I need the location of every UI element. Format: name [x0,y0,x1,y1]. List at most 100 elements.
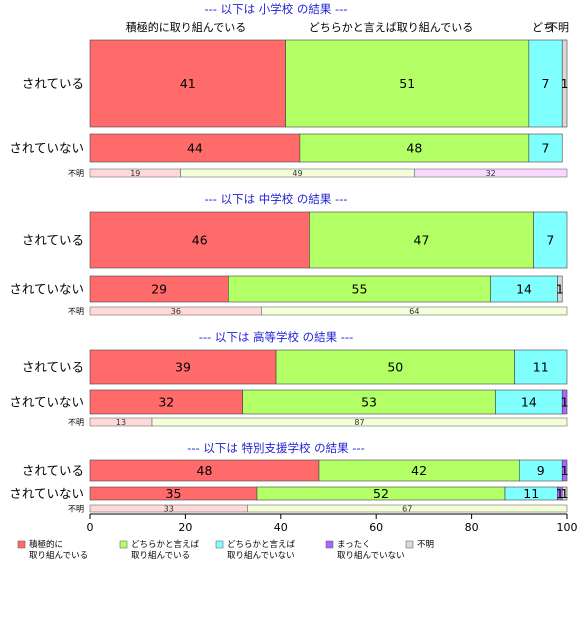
x-tick-label: 20 [178,521,192,534]
legend-swatch [17,540,26,549]
unknown-row-label: 不明 [68,418,84,427]
bar-value-label: 39 [175,360,191,375]
bar-value-label: 52 [373,486,389,501]
legend-label: 取り組んでいる [131,550,190,561]
legend-label: 積極的に [29,539,63,550]
unknown-row-label: 不明 [68,169,84,178]
legend-swatch [215,540,224,549]
bar-value-label: 53 [361,395,377,410]
bar-segment [89,389,243,415]
legend-label: 不明 [417,540,434,550]
bar-value-label: 48 [197,463,213,478]
bar-segment [299,133,530,163]
bar-value-label: 41 [180,76,196,91]
bar-value-label: 1 [561,76,569,91]
x-tick-label: 40 [274,521,288,534]
panel-title: --- 以下は 小学校 の結果 --- [204,2,347,16]
row-label: されていない [9,395,84,410]
bar-value-label: 47 [414,233,430,248]
bar-value-label: 1 [556,486,564,501]
legend-label: 取り組んでいない [227,550,295,561]
unknown-value-label: 67 [402,505,412,514]
unknown-row-label: 不明 [68,505,84,514]
x-tick-label: 0 [87,521,94,534]
row-label: されていない [9,141,84,156]
bar-value-label: 1 [556,282,564,297]
x-tick-label: 80 [465,521,479,534]
bar-segment [561,486,568,501]
x-tick-label: 60 [369,521,383,534]
row-label: されている [22,76,84,91]
unknown-value-label: 19 [130,169,140,178]
bar-segment [275,349,515,385]
row-label: されている [22,463,84,478]
bar-segment [309,211,534,269]
bar-value-label: 42 [411,463,427,478]
x-tick-label: 100 [557,521,578,534]
bar-segment [89,133,301,163]
unknown-value-label: 36 [171,307,181,316]
legend-label: まったく [337,540,371,550]
legend-swatch [325,540,334,549]
panel-title: --- 以下は 高等学校 の結果 --- [199,330,354,344]
bar-value-label: 11 [523,486,539,501]
legend-swatch [119,540,128,549]
unknown-bar-segment [261,306,568,316]
bar-value-label: 48 [406,141,422,156]
row-label: されていない [9,486,84,501]
unknown-value-label: 64 [409,307,419,316]
bar-value-label: 7 [542,141,550,156]
top-category-label: どちらかと言えば取り組んでいる [309,21,473,34]
bar-segment [561,39,568,128]
bar-value-label: 55 [352,282,368,297]
bar-segment [495,389,563,415]
row-label: されている [22,233,84,248]
panel-title: --- 以下は 特別支援学校 の結果 --- [187,441,365,455]
bar-segment [490,275,558,303]
unknown-value-label: 33 [164,505,174,514]
top-category-label: どち [532,21,554,34]
bar-value-label: 29 [151,282,167,297]
bar-value-label: 14 [516,282,532,297]
unknown-value-label: 49 [292,169,302,178]
panel-title: --- 以下は 中学校 の結果 --- [204,192,347,206]
top-category-label: 積極的に取り組んでいる [126,20,246,34]
unknown-value-label: 13 [116,418,126,427]
bar-value-label: 50 [387,360,403,375]
top-category-label: 不明 [547,21,569,34]
unknown-bar-segment [247,504,568,513]
legend-swatch [405,540,414,549]
bar-value-label: 51 [399,76,415,91]
legend-label: どちらかと言えば [227,539,296,550]
bar-value-label: 14 [521,395,537,410]
bar-segment [89,275,229,303]
bar-value-label: 9 [537,463,545,478]
legend-label: どちらかと言えば [131,539,200,550]
bar-segment [561,389,568,415]
bar-value-label: 35 [166,486,182,501]
bar-segment [285,39,530,128]
bar-value-label: 7 [542,76,550,91]
bar-value-label: 46 [192,233,208,248]
row-label: されている [22,360,84,375]
bar-segment [557,275,563,303]
bar-value-label: 1 [561,486,569,501]
unknown-row-label: 不明 [68,307,84,316]
legend-label: 取り組んでいない [337,550,405,561]
unknown-bar-segment [414,168,568,178]
bar-value-label: 7 [546,233,554,248]
bar-value-label: 32 [158,395,174,410]
bar-segment [242,389,496,415]
legend-label: 取り組んでいる [29,550,88,561]
bar-segment [533,211,568,269]
bar-segment [228,275,491,303]
unknown-value-label: 32 [486,169,496,178]
bar-value-label: 44 [187,141,203,156]
unknown-bar-segment [151,417,568,427]
unknown-value-label: 87 [354,418,364,427]
bar-value-label: 1 [561,463,569,478]
bar-segment [528,133,563,163]
bar-segment [89,349,277,385]
